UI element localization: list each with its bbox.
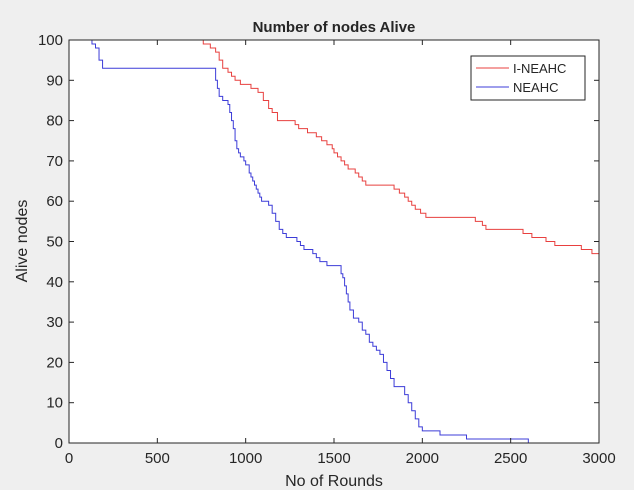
series-layer [69,39,599,444]
y-tick-label: 80 [46,113,63,130]
x-tick-label: 3000 [582,450,615,467]
y-tick-label: 0 [55,435,63,452]
plot-area-background [69,40,599,443]
y-tick-label: 90 [46,72,63,89]
x-tick-label: 1500 [317,450,350,467]
y-tick-label: 40 [46,274,63,291]
x-tick-label: 1000 [229,450,262,467]
legend-label: NEAHC [513,80,559,95]
ticks-layer: 0 500 1000 1500 2000 2500 3000 0 10 20 30 40 50 60 70 8… [38,32,616,467]
y-tick-label: 60 [46,193,63,210]
y-tick-label: 50 [46,234,63,251]
x-tick-label: 0 [65,450,73,467]
series-line-neahc [69,39,599,444]
x-axis-label: No of Rounds [285,473,383,490]
legend-label: I-NEAHC [513,61,566,76]
y-tick-label: 30 [46,314,63,331]
y-tick-label: 70 [46,153,63,170]
x-tick-label: 2000 [406,450,439,467]
x-tick-label: 2500 [494,450,527,467]
y-tick-label: 100 [38,32,63,49]
legend-box [470,55,586,101]
y-axis-label: Alive nodes [14,200,31,283]
y-tick-label: 20 [46,354,63,371]
chart-title: Number of nodes Alive [253,19,416,36]
series-line-i-neahc [69,39,599,255]
x-tick-label: 500 [145,450,170,467]
y-tick-label: 10 [46,395,63,412]
legend: I-NEAHC NEAHC [470,55,586,101]
